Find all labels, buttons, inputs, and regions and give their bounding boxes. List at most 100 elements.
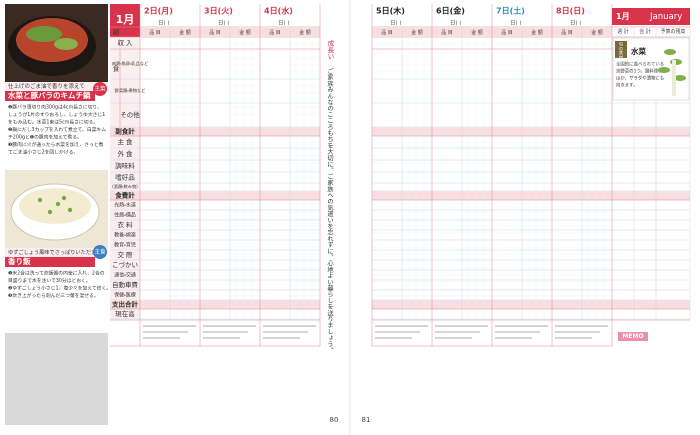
greens: [26, 26, 62, 42]
herb: [37, 197, 43, 203]
rice: [19, 188, 91, 224]
row-label: 自動車費: [112, 280, 139, 289]
column-amount: 金 額: [591, 29, 603, 36]
day-header: 3日(火): [204, 7, 233, 16]
row-label: 副食計: [115, 127, 135, 136]
column-item: 品 目: [501, 30, 513, 36]
day-header: 7日(土): [496, 6, 525, 16]
column-amount: 金 額: [411, 29, 423, 36]
total-band: [110, 191, 320, 200]
recipe-step: ❸豚肉に火が通ったら水菜を加え、さっと煮: [8, 141, 104, 148]
row-label: その他: [120, 110, 140, 119]
page-number: 80: [330, 416, 339, 424]
day-header: 8日(日): [556, 7, 585, 16]
recipe-step: チ200gと❶の豚肉を加えて煮る。: [8, 134, 82, 141]
day-sub: 日( ): [450, 20, 462, 27]
title-bar: [5, 257, 95, 267]
column-amount: 金 額: [299, 29, 311, 36]
day-sub: 日( ): [570, 20, 582, 27]
column-item: 品 目: [269, 30, 281, 36]
row-label: 主 食: [117, 137, 133, 146]
row-label: 収 入: [117, 39, 133, 47]
greens: [54, 38, 78, 50]
day-header: 2日(月): [144, 7, 173, 16]
vertical-text: ご家族みんなのこころもちを大切に。ご家族への気遣いを忘れずに、心地よい暮らしを送…: [326, 67, 333, 353]
row-label: 現在高: [115, 309, 135, 318]
tag-badge: [93, 82, 107, 96]
panel: [5, 82, 108, 91]
recipe-step: てごま油小さじ2を回しかける。: [8, 149, 78, 156]
herb: [47, 209, 53, 215]
recipe-step: ❷鍋にだし3カップを入れて煮立て、白菜キム: [8, 126, 106, 133]
recipe-step: ❸炊き上がったら刻んだ三つ葉を混ぜる。: [8, 292, 99, 299]
day-sub: 日( ): [218, 20, 230, 27]
memo-tag: [618, 332, 648, 341]
column-item: 品 目: [381, 30, 393, 36]
month-block: [110, 4, 140, 37]
total-band: [372, 127, 690, 136]
row-label: 嗜好品: [115, 173, 135, 182]
month-band: [612, 8, 690, 25]
row-label: 外 食: [117, 149, 133, 158]
column-item: 品 目: [561, 30, 573, 36]
total-band: [372, 300, 690, 309]
day-header: 5日(木): [376, 6, 405, 16]
summary-header: 合 計: [639, 28, 651, 35]
recipe-step: ❷ゆずごしょう小さじ1、塩少々を加えて炊く。: [8, 285, 111, 292]
day-sub: 日( ): [278, 20, 290, 27]
recipe-tag: 主菜: [94, 85, 106, 93]
feature-title: 水菜: [630, 46, 646, 56]
column-amount: 金 額: [531, 29, 543, 36]
recipe-step: をもみ込む。水菜1束は5cm長さに切る。: [8, 119, 98, 126]
page-number: 81: [362, 416, 371, 424]
feature-tag-bg: [615, 41, 627, 58]
feature-text: ほか、サラダや漬物にも: [616, 75, 664, 82]
leaf: [674, 75, 686, 81]
recipe-subtitle: ゆずごしょう風味でさっぱりいただきます: [8, 248, 107, 256]
row-label: (酒類・飲み物): [112, 183, 138, 190]
recipe-subtitle: 仕上げのごま油で香りを添えて: [8, 82, 85, 90]
day-sub: 日( ): [390, 20, 402, 27]
row-label: 教養・娯楽: [114, 232, 136, 239]
feature-text: 全国的に食べられている: [616, 61, 664, 68]
month: 1月: [116, 13, 135, 26]
day-sub: 日( ): [510, 20, 522, 27]
summary-header: 予算の残高: [660, 28, 685, 35]
row-label: 調味料: [115, 161, 135, 170]
group-label: 副 食: [111, 27, 119, 85]
day-header: 4日(水): [264, 6, 293, 16]
summary-header: 週 計: [617, 28, 629, 35]
row-label: 通信・交通: [114, 272, 136, 279]
herb: [55, 201, 61, 207]
recipe-step: ❶米2合は洗って炊飯器の内釜に入れ、2合の: [8, 270, 105, 277]
row-label: 保健・医療: [114, 292, 136, 299]
recipe-tag: 主食: [94, 248, 106, 256]
memo: MEMO: [622, 333, 643, 340]
vertical-heading: 成長い: [326, 39, 334, 60]
month-en: January: [649, 12, 682, 22]
feature-text: 京野菜の1つ。鍋料理の: [616, 68, 663, 75]
title-bar: [5, 91, 95, 101]
row-label: 教育・育児: [114, 242, 136, 249]
herb: [61, 195, 67, 201]
feature-tag: 旬の食材: [618, 41, 624, 60]
row-label: 食費計: [114, 191, 135, 200]
column-amount: 金 額: [239, 29, 251, 36]
recipe-step: しょうが1片のすりおろし、しょうゆ大さじ1: [8, 111, 105, 118]
column-item: 品 目: [149, 30, 161, 36]
row-label: 光熱・水道: [114, 202, 136, 209]
recipe-title: 水菜と豚バラのキムチ鍋: [7, 90, 91, 100]
total-band: [372, 191, 690, 200]
leaf: [658, 67, 670, 73]
month: 1月: [616, 12, 630, 21]
panel: [5, 248, 108, 257]
feature-text: 向きます。: [616, 82, 638, 89]
day-header: 6日(金): [436, 6, 465, 16]
column-item: 品 目: [209, 30, 221, 36]
total-band: [110, 300, 320, 309]
recipe-title: 香り飯: [7, 256, 31, 266]
tag-badge: [93, 245, 107, 259]
total-band: [110, 127, 320, 136]
row-label: 肉類・魚卵・乳品など: [112, 60, 149, 67]
